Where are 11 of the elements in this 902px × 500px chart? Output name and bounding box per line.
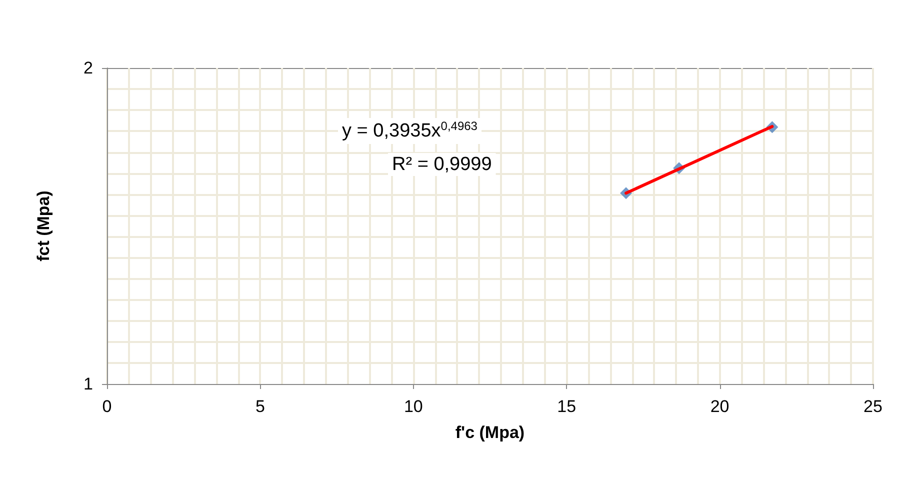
y-tick-label: 1 [84,374,93,394]
x-tick-label: 20 [710,397,730,416]
annotation: R² = 0,9999 [392,154,492,175]
x-tick-label: 25 [864,397,882,416]
x-tick-label: 10 [404,397,423,416]
x-tick-label: 15 [557,397,576,416]
x-tick-label: 5 [255,397,265,416]
y-axis-title: fct (Mpa) [34,190,53,262]
y-tick-label: 2 [84,58,93,78]
x-axis-title: f'c (Mpa) [455,423,525,442]
x-tick-label: 0 [102,397,112,416]
